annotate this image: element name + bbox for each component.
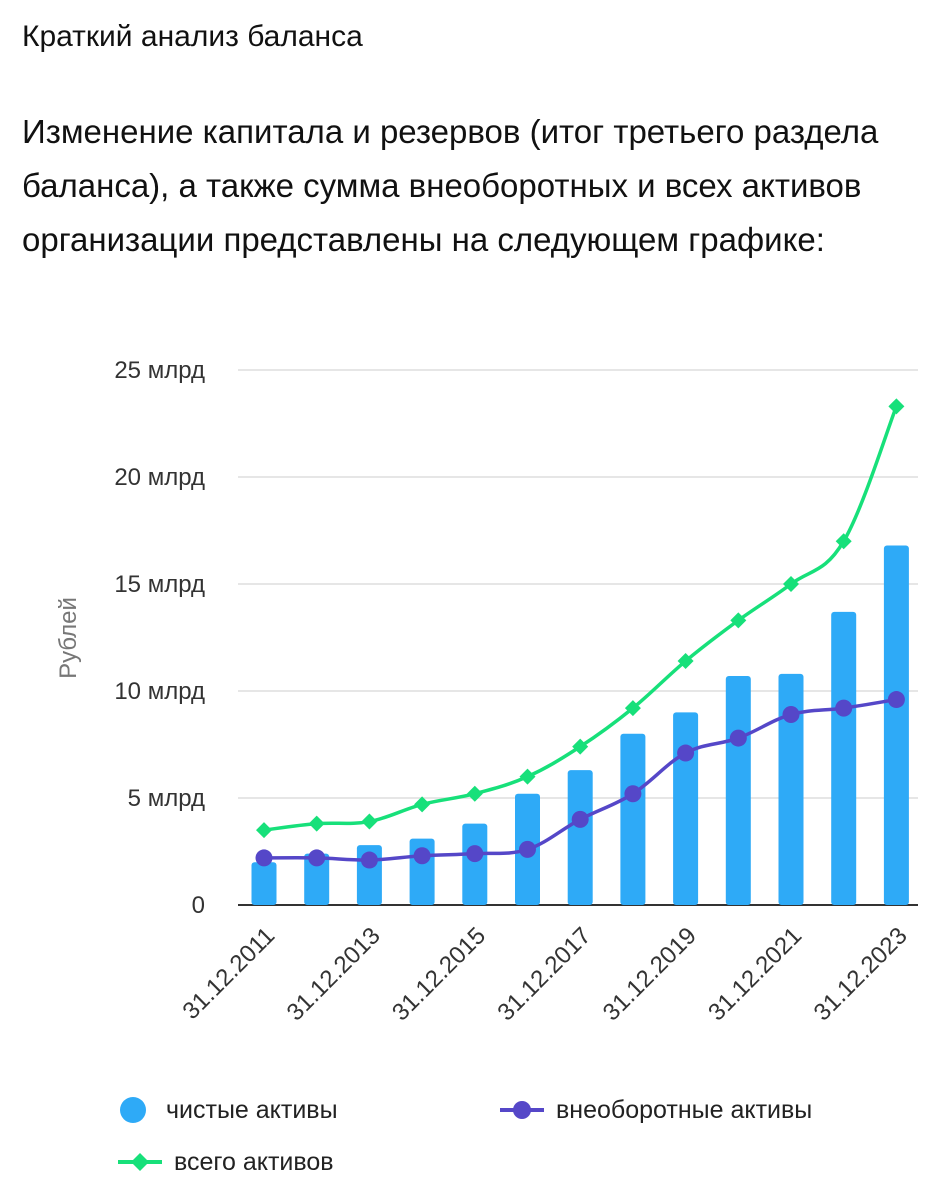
- balance-chart: 0 5 млрд 10 млрд 15 млрд 20 млрд 25 млрд Рубл…: [55, 357, 918, 1026]
- legend-marker-line-circle-icon: [500, 1101, 544, 1119]
- grid-lines: [238, 369, 918, 906]
- point-noncurrent-assets: [729, 729, 747, 747]
- y-tick-label: 5 млрд: [128, 785, 205, 812]
- x-tick-label: 31.12.2011: [177, 922, 280, 1025]
- chart-legend: чистые активы внеоборотные активы всего …: [0, 1095, 944, 1195]
- legend-item-net-assets: чистые активы: [118, 1095, 338, 1125]
- page-heading: Краткий анализ баланса: [22, 20, 363, 53]
- legend-label-noncurrent-assets: внеоборотные активы: [556, 1095, 813, 1124]
- legend-label-total-assets: всего активов: [174, 1147, 334, 1176]
- point-noncurrent-assets: [413, 847, 431, 865]
- legend-item-noncurrent-assets: внеоборотные активы: [500, 1095, 812, 1125]
- bar-net-assets: [567, 770, 593, 905]
- legend-label-net-assets: чистые активы: [166, 1095, 338, 1124]
- point-total-assets: [256, 822, 272, 839]
- legend-item-total-assets: всего активов: [118, 1147, 334, 1177]
- x-tick-label: 31.12.2023: [809, 922, 913, 1026]
- bar-net-assets: [620, 733, 646, 905]
- point-noncurrent-assets: [835, 699, 853, 717]
- point-total-assets: [414, 796, 431, 813]
- x-tick-label: 31.12.2015: [387, 922, 491, 1026]
- bar-net-assets: [831, 611, 857, 905]
- y-tick-label: 0: [192, 892, 205, 919]
- bar-net-assets: [725, 676, 751, 905]
- point-noncurrent-assets: [571, 810, 589, 828]
- y-tick-label: 10 млрд: [114, 678, 205, 705]
- point-noncurrent-assets: [308, 849, 326, 867]
- y-tick-label: 25 млрд: [114, 357, 205, 384]
- point-noncurrent-assets: [360, 851, 378, 869]
- bar-net-assets: [778, 673, 804, 905]
- point-noncurrent-assets: [255, 849, 273, 867]
- point-total-assets: [677, 653, 694, 670]
- x-tick-label: 31.12.2021: [703, 922, 807, 1026]
- y-axis-ticks: 0 5 млрд 10 млрд 15 млрд 20 млрд 25 млрд: [114, 357, 205, 919]
- x-tick-label: 31.12.2013: [282, 922, 386, 1026]
- point-total-assets: [888, 398, 905, 415]
- bar-net-assets: [462, 823, 488, 905]
- point-noncurrent-assets: [519, 840, 536, 858]
- point-total-assets: [835, 533, 852, 550]
- point-total-assets: [361, 813, 378, 830]
- point-total-assets: [519, 768, 536, 785]
- bar-net-assets: [251, 862, 277, 905]
- bar-net-assets: [883, 545, 909, 905]
- intro-paragraph: Изменение капитала и резервов (итог трет…: [22, 113, 879, 258]
- legend-marker-circle-icon: [120, 1097, 146, 1123]
- point-noncurrent-assets: [466, 845, 484, 863]
- y-axis-label: Рублей: [55, 597, 82, 679]
- bar-net-assets: [304, 853, 330, 905]
- point-noncurrent-assets: [782, 706, 800, 724]
- x-axis-ticks: 31.12.2011 31.12.2013 31.12.2015 31.12.2017…: [177, 922, 912, 1026]
- x-tick-label: 31.12.2017: [492, 922, 596, 1026]
- point-total-assets: [308, 815, 325, 832]
- point-total-assets: [624, 700, 641, 717]
- y-tick-label: 15 млрд: [114, 571, 205, 598]
- point-noncurrent-assets: [624, 785, 642, 803]
- point-total-assets: [466, 785, 483, 802]
- x-tick-label: 31.12.2019: [598, 922, 702, 1026]
- point-noncurrent-assets: [887, 691, 905, 709]
- legend-marker-line-diamond-icon: [118, 1153, 162, 1171]
- point-total-assets: [572, 738, 589, 755]
- bar-net-assets: [673, 712, 699, 905]
- point-total-assets: [783, 576, 799, 592]
- point-total-assets: [730, 612, 747, 629]
- bars-net-assets: [251, 545, 909, 905]
- y-tick-label: 20 млрд: [114, 464, 205, 491]
- series-lines: [255, 398, 905, 869]
- point-noncurrent-assets: [677, 744, 695, 762]
